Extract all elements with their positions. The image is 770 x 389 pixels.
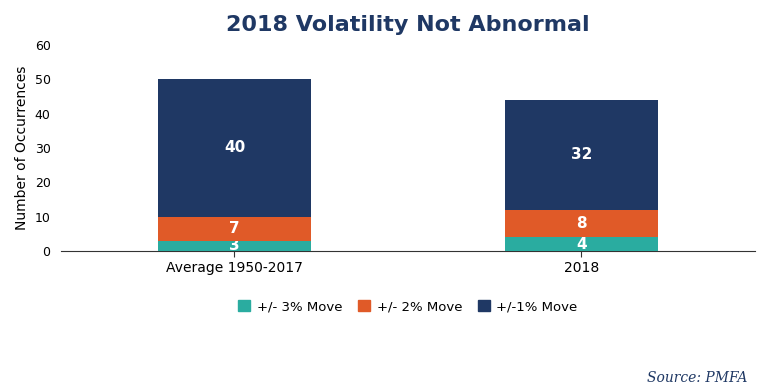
Text: 3: 3 bbox=[229, 238, 239, 253]
Text: 7: 7 bbox=[229, 221, 239, 236]
Title: 2018 Volatility Not Abnormal: 2018 Volatility Not Abnormal bbox=[226, 15, 590, 35]
Text: Source: PMFA: Source: PMFA bbox=[647, 371, 747, 385]
Bar bbox=[505, 210, 658, 237]
Y-axis label: Number of Occurrences: Number of Occurrences bbox=[15, 66, 29, 230]
Text: 4: 4 bbox=[576, 237, 587, 252]
Bar bbox=[158, 217, 311, 241]
Legend: +/- 3% Move, +/- 2% Move, +/-1% Move: +/- 3% Move, +/- 2% Move, +/-1% Move bbox=[233, 295, 583, 318]
Text: 32: 32 bbox=[571, 147, 592, 162]
Text: 40: 40 bbox=[224, 140, 245, 156]
Bar bbox=[505, 237, 658, 251]
Bar bbox=[158, 241, 311, 251]
Bar bbox=[505, 100, 658, 210]
Bar bbox=[158, 79, 311, 217]
Text: 8: 8 bbox=[576, 216, 587, 231]
